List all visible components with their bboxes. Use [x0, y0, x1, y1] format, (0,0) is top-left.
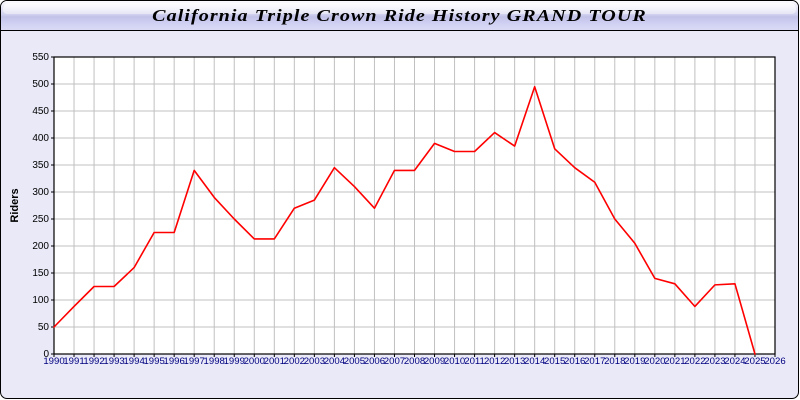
svg-text:2004: 2004 — [324, 356, 346, 367]
svg-text:2010: 2010 — [444, 356, 465, 367]
svg-text:2008: 2008 — [404, 356, 425, 367]
svg-text:1998: 1998 — [204, 356, 225, 367]
svg-text:1997: 1997 — [184, 356, 205, 367]
svg-text:2015: 2015 — [544, 356, 565, 367]
svg-text:2023: 2023 — [704, 356, 725, 367]
svg-text:550: 550 — [32, 52, 49, 63]
svg-text:100: 100 — [32, 295, 49, 306]
svg-text:2002: 2002 — [284, 356, 305, 367]
svg-text:1995: 1995 — [143, 356, 164, 367]
svg-text:2016: 2016 — [564, 356, 585, 367]
svg-text:2000: 2000 — [244, 356, 265, 367]
svg-text:2014: 2014 — [524, 356, 546, 367]
svg-text:2012: 2012 — [484, 356, 505, 367]
svg-text:1999: 1999 — [224, 356, 245, 367]
svg-text:2021: 2021 — [664, 356, 685, 367]
svg-text:2017: 2017 — [584, 356, 605, 367]
svg-text:1990: 1990 — [43, 356, 64, 367]
svg-text:300: 300 — [32, 187, 49, 198]
svg-text:50: 50 — [38, 322, 50, 333]
svg-text:250: 250 — [32, 214, 49, 225]
svg-text:2022: 2022 — [684, 356, 705, 367]
svg-text:2007: 2007 — [384, 356, 405, 367]
svg-text:400: 400 — [32, 133, 49, 144]
svg-text:1992: 1992 — [83, 356, 104, 367]
svg-text:2006: 2006 — [364, 356, 385, 367]
svg-text:350: 350 — [32, 160, 49, 171]
svg-text:450: 450 — [32, 106, 49, 117]
svg-text:2011: 2011 — [464, 356, 485, 367]
svg-text:2020: 2020 — [644, 356, 665, 367]
svg-text:200: 200 — [32, 241, 49, 252]
svg-text:2024: 2024 — [724, 356, 746, 367]
svg-text:500: 500 — [32, 79, 49, 90]
svg-text:1994: 1994 — [123, 356, 145, 367]
svg-text:2013: 2013 — [504, 356, 525, 367]
svg-text:2018: 2018 — [604, 356, 625, 367]
svg-text:1991: 1991 — [63, 356, 84, 367]
svg-text:1996: 1996 — [163, 356, 184, 367]
svg-text:2003: 2003 — [304, 356, 325, 367]
svg-text:2009: 2009 — [424, 356, 445, 367]
svg-text:2005: 2005 — [344, 356, 365, 367]
svg-text:150: 150 — [32, 268, 49, 279]
svg-text:2001: 2001 — [264, 356, 285, 367]
svg-text:2026: 2026 — [764, 356, 785, 367]
svg-text:2019: 2019 — [624, 356, 645, 367]
svg-text:Riders: Riders — [9, 188, 21, 222]
svg-text:1993: 1993 — [103, 356, 124, 367]
svg-text:2025: 2025 — [744, 356, 765, 367]
